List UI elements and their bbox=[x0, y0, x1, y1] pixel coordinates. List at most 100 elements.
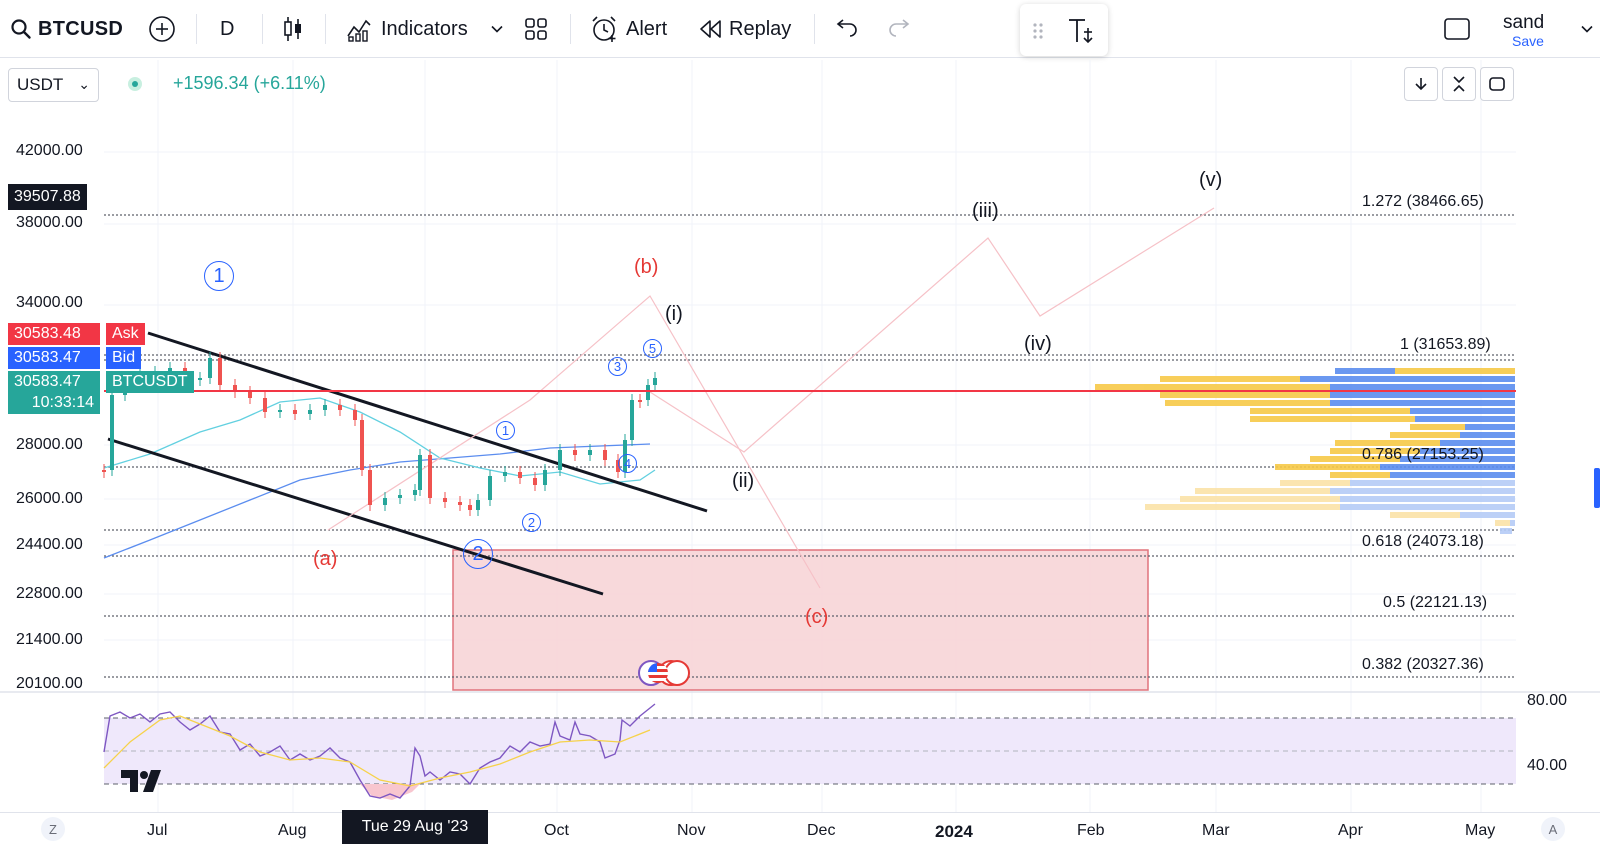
time-tick: Oct bbox=[544, 822, 569, 839]
auto-scale-button[interactable]: A bbox=[1541, 817, 1565, 841]
ask-label: Ask bbox=[106, 323, 145, 345]
fib-label: 0.382 (20327.36) bbox=[1362, 656, 1484, 673]
layout-grid-icon bbox=[525, 18, 547, 40]
arrow-down-icon bbox=[1415, 78, 1427, 91]
wave-minor-5[interactable]: 5 bbox=[643, 339, 662, 358]
candle-body bbox=[368, 470, 372, 505]
candle-body bbox=[573, 450, 577, 455]
candle-body bbox=[208, 358, 212, 378]
last-symbol-tag: BTCUSDT bbox=[106, 371, 194, 393]
candle-body bbox=[428, 455, 432, 498]
volume-profile bbox=[1095, 368, 1515, 534]
rsi-tick-upper: 80.00 bbox=[1527, 692, 1568, 709]
wave-i-label[interactable]: (i) bbox=[665, 303, 683, 325]
scroll-down-button[interactable] bbox=[1404, 67, 1438, 101]
wave-a-label[interactable]: (a) bbox=[313, 548, 338, 570]
drag-handle-icon[interactable] bbox=[1032, 22, 1044, 40]
fullscreen-button[interactable] bbox=[1480, 67, 1514, 101]
price-tick: 38000.00 bbox=[16, 214, 83, 231]
right-scrollbar[interactable] bbox=[1594, 468, 1600, 508]
projection-impulse-path bbox=[649, 207, 1215, 453]
indicators-dropdown-button[interactable] bbox=[490, 9, 504, 49]
candle-body bbox=[308, 410, 312, 414]
candle-body bbox=[218, 358, 222, 385]
price-tick: 28000.00 bbox=[16, 436, 83, 453]
currency-value: USDT bbox=[17, 75, 64, 94]
candle-body bbox=[198, 378, 202, 380]
economic-events-marker[interactable] bbox=[638, 660, 698, 686]
last-price-tag: 30583.47 bbox=[8, 371, 100, 393]
account-dropdown-button[interactable] bbox=[1580, 9, 1594, 49]
wave-iii-label[interactable]: (iii) bbox=[972, 200, 999, 222]
time-grid bbox=[157, 60, 1482, 812]
candle-body bbox=[468, 505, 472, 510]
chevron-down-icon bbox=[1581, 25, 1593, 33]
toolbar-divider bbox=[814, 14, 815, 44]
zoom-left-button[interactable]: Z bbox=[41, 817, 65, 841]
time-tick: Jul bbox=[147, 822, 168, 839]
chart-canvas[interactable] bbox=[0, 59, 1600, 859]
indicators-label: Indicators bbox=[381, 17, 468, 40]
market-status-icon[interactable] bbox=[128, 77, 142, 91]
chart-type-button[interactable] bbox=[282, 9, 304, 49]
interval-label: D bbox=[220, 17, 235, 40]
ma-short-line bbox=[103, 397, 656, 485]
candle-body bbox=[476, 500, 480, 510]
wave-c-label[interactable]: (c) bbox=[805, 606, 829, 628]
wave-v-label[interactable]: (v) bbox=[1199, 169, 1223, 191]
candle-body bbox=[110, 395, 114, 470]
interval-button[interactable]: D bbox=[220, 9, 234, 49]
toolbar-divider bbox=[196, 14, 197, 44]
wave-ii-label[interactable]: (ii) bbox=[732, 470, 755, 492]
crosshair-price-label: 39507.88 bbox=[8, 184, 87, 210]
currency-select[interactable]: USDT ⌄ bbox=[8, 68, 99, 102]
rsi-oversold-fill bbox=[360, 784, 420, 800]
collapse-button[interactable] bbox=[1442, 67, 1476, 101]
save-label: Save bbox=[1512, 33, 1544, 49]
wave-minor-1[interactable]: 1 bbox=[496, 421, 515, 440]
wave-iv-label[interactable]: (iv) bbox=[1024, 333, 1052, 355]
fib-label: 0.786 (27153.25) bbox=[1362, 446, 1484, 463]
time-tick: Feb bbox=[1077, 822, 1105, 839]
indicators-icon bbox=[347, 19, 371, 42]
candle-body bbox=[588, 450, 592, 455]
undo-button[interactable] bbox=[835, 9, 859, 49]
time-tick: Nov bbox=[677, 822, 706, 839]
layout-button[interactable] bbox=[524, 9, 548, 49]
chevron-down-icon: ⌄ bbox=[78, 76, 90, 92]
tradingview-logo[interactable] bbox=[121, 770, 165, 792]
wave-minor-3[interactable]: 3 bbox=[608, 357, 627, 376]
crosshair-date-label: Tue 29 Aug '23 bbox=[342, 810, 488, 844]
rsi-signal-line bbox=[103, 715, 651, 787]
candle-body bbox=[488, 476, 492, 500]
candle-body bbox=[518, 472, 522, 478]
plus-circle-icon bbox=[149, 16, 175, 42]
alert-label: Alert bbox=[626, 17, 668, 40]
indicators-button[interactable]: Indicators bbox=[346, 9, 468, 49]
candle-body bbox=[338, 405, 342, 410]
redo-button[interactable] bbox=[887, 9, 911, 49]
candle-body bbox=[558, 450, 562, 470]
compare-symbol-button[interactable] bbox=[148, 9, 176, 49]
symbol-search[interactable]: BTCUSD bbox=[10, 9, 123, 49]
snapshot-layout-button[interactable] bbox=[1443, 9, 1471, 49]
candle-body bbox=[533, 478, 537, 485]
replay-button[interactable]: Replay bbox=[699, 9, 791, 49]
candle-body bbox=[263, 398, 267, 412]
wave-b-label[interactable]: (b) bbox=[634, 256, 659, 278]
time-axis[interactable] bbox=[0, 812, 1600, 813]
user-name: sand bbox=[1503, 12, 1545, 33]
ask-price-tag: 30583.48 bbox=[8, 323, 100, 345]
alert-button[interactable]: Alert bbox=[590, 9, 667, 49]
wave-minor-4[interactable]: 4 bbox=[618, 454, 637, 473]
text-anchor-icon[interactable] bbox=[1066, 16, 1096, 46]
price-tick: 22800.00 bbox=[16, 585, 83, 602]
candle-body bbox=[413, 490, 417, 495]
candle-body bbox=[323, 405, 327, 410]
wave-primary-2[interactable]: 2 bbox=[463, 539, 493, 569]
candle-body bbox=[638, 400, 642, 402]
wave-primary-1[interactable]: 1 bbox=[204, 261, 234, 291]
target-zone-box bbox=[452, 549, 1149, 691]
rsi-line bbox=[103, 703, 656, 799]
wave-minor-2[interactable]: 2 bbox=[522, 513, 541, 532]
